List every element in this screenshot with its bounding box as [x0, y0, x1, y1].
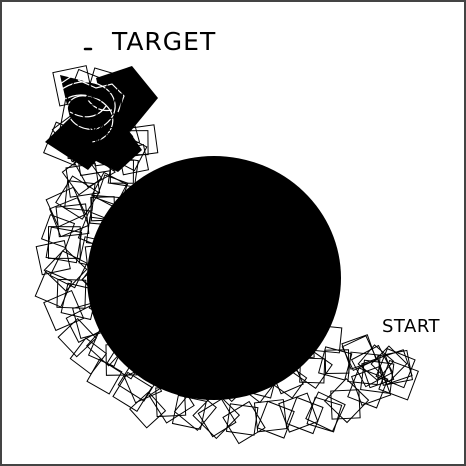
path-square [123, 130, 149, 156]
path-square [170, 361, 197, 388]
path-square [162, 353, 198, 389]
path-square [278, 392, 319, 433]
path-square [57, 317, 97, 358]
path-square [86, 67, 123, 104]
path-square [110, 133, 148, 172]
path-square [90, 113, 134, 157]
path-square [246, 333, 287, 374]
path-square [213, 363, 248, 398]
path-square [106, 338, 148, 380]
path-square [112, 371, 153, 412]
path-square [145, 343, 178, 375]
path-square [66, 68, 110, 112]
path-square [191, 365, 220, 393]
path-square [58, 121, 100, 163]
path-square [173, 387, 217, 432]
path-square [270, 361, 304, 395]
path-square [129, 391, 167, 429]
path-square [77, 210, 116, 249]
path-square [299, 357, 326, 384]
path-square [75, 140, 112, 177]
obstacle-circle [87, 156, 341, 400]
path-square [197, 398, 237, 438]
path-square [117, 144, 150, 176]
path-square [78, 236, 112, 270]
path-square [103, 309, 135, 341]
path-square [318, 346, 353, 381]
path-square [271, 362, 308, 399]
start-label: START [382, 316, 441, 337]
path-square [91, 283, 126, 319]
path-square [101, 308, 141, 348]
path-square [56, 278, 87, 309]
path-square [313, 324, 343, 354]
path-square [148, 377, 195, 424]
path-square [81, 259, 123, 301]
path-square [125, 124, 159, 158]
path-square [155, 386, 187, 418]
path-square [51, 109, 99, 157]
path-square [378, 359, 419, 401]
path-square [219, 334, 256, 371]
path-square [34, 269, 73, 308]
path-square [40, 214, 76, 249]
path-square [119, 322, 156, 359]
path-square [370, 345, 408, 383]
path-square [58, 99, 99, 139]
path-square [256, 400, 295, 439]
path-square [171, 394, 207, 430]
path-square [350, 344, 394, 388]
path-square [341, 335, 378, 372]
target-object [45, 66, 158, 172]
path-square [43, 289, 85, 332]
path-square [376, 349, 413, 385]
path-square [45, 226, 83, 264]
path-square [237, 362, 278, 404]
path-square [109, 159, 134, 184]
path-square [306, 396, 343, 433]
path-square [89, 128, 133, 172]
path-square [52, 65, 94, 107]
path-square [69, 337, 108, 375]
path-square [65, 163, 101, 198]
path-square [55, 203, 90, 238]
path-square [242, 362, 279, 399]
path-square [49, 250, 88, 289]
path-square [95, 174, 129, 207]
path-square [61, 154, 103, 196]
path-square [89, 194, 121, 226]
path-square [225, 403, 259, 436]
path-square [67, 129, 98, 160]
path-square [350, 365, 392, 406]
path-square [45, 186, 87, 228]
path-square [192, 391, 241, 440]
path-square [82, 88, 124, 130]
path-square [291, 347, 333, 390]
path-square [72, 144, 116, 188]
path-square [43, 121, 88, 166]
path-square [330, 389, 361, 420]
path-square [64, 101, 107, 144]
path-squares [34, 65, 419, 445]
path-square [347, 351, 381, 386]
path-square [72, 299, 112, 339]
target-label: TARGET [111, 27, 216, 56]
path-square [282, 327, 315, 361]
path-square [48, 197, 90, 238]
path-square [85, 216, 116, 247]
path-square [35, 240, 71, 276]
